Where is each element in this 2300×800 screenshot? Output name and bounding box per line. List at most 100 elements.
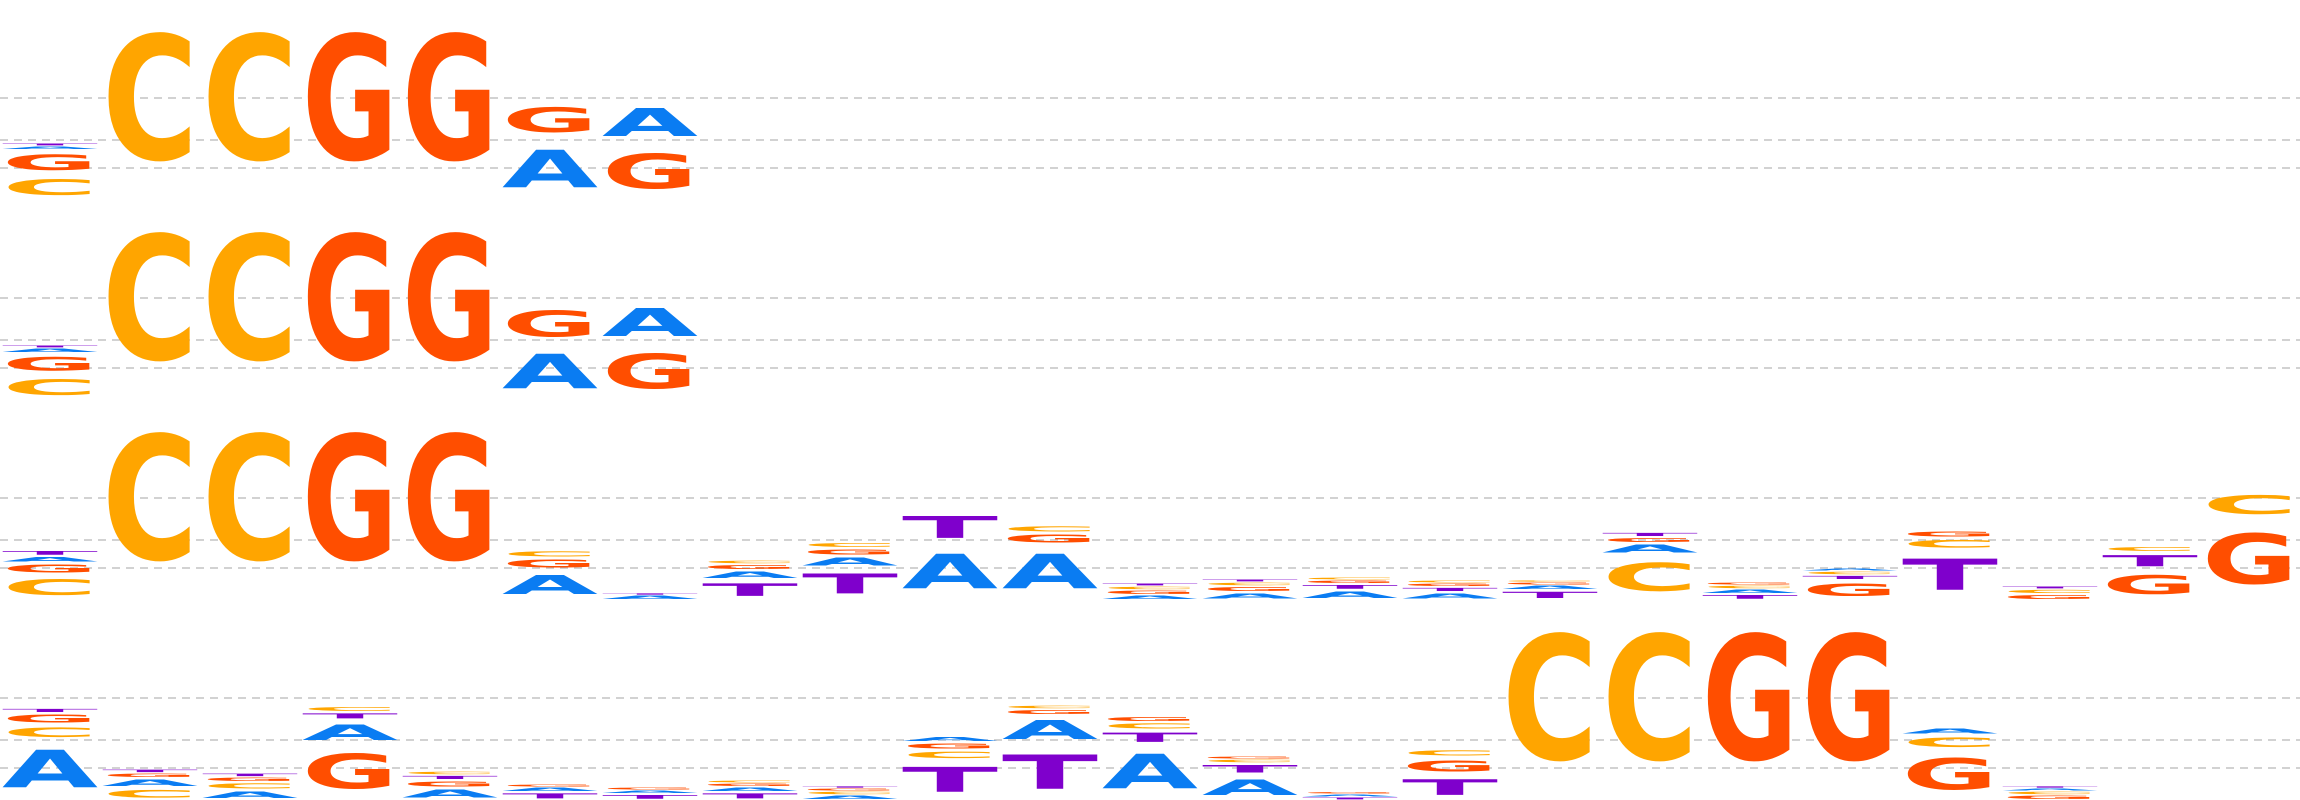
letter-C: C: [302, 706, 398, 712]
letter-T: T: [2, 345, 98, 348]
letter-G: G: [102, 773, 198, 778]
letter-G: G: [302, 200, 398, 400]
letter-C: C: [202, 201, 298, 400]
letter-T: T: [602, 593, 698, 595]
letter-A: A: [802, 795, 898, 800]
letter-A: A: [1202, 775, 1298, 800]
letter-G: G: [602, 345, 698, 400]
letter-T: T: [2, 143, 98, 146]
letter-G: G: [402, 400, 498, 600]
gridlines: [0, 97, 2300, 769]
letter-C: C: [202, 782, 298, 790]
letter-C: C: [902, 750, 998, 760]
letter-G: G: [902, 742, 998, 750]
letter-G: G: [2, 150, 98, 175]
letter-C: C: [802, 542, 898, 548]
letter-G: G: [602, 787, 698, 790]
letter-C: C: [2202, 490, 2298, 520]
letter-G: G: [2202, 520, 2298, 600]
letter-A: A: [602, 100, 698, 145]
letter-A: A: [902, 546, 999, 601]
letter-C: C: [202, 1, 298, 200]
letter-A: A: [1702, 589, 1798, 594]
letter-G: G: [302, 400, 398, 600]
letter-T: T: [102, 769, 198, 773]
letter-A: A: [602, 790, 698, 794]
letter-T: T: [302, 712, 398, 720]
letter-G: G: [802, 548, 898, 556]
letter-A: A: [602, 300, 698, 345]
letter-G: G: [302, 745, 398, 800]
letter-T: T: [1802, 575, 1898, 580]
letter-C: C: [1002, 525, 1098, 533]
letter-C: C: [2002, 589, 2098, 594]
letter-A: A: [2, 741, 98, 800]
letter-A: A: [502, 346, 599, 401]
letter-T: T: [1402, 587, 1498, 592]
letter-T: T: [1102, 730, 1198, 745]
letter-A: A: [1502, 585, 1598, 590]
letter-A: A: [502, 787, 598, 792]
letter-C: C: [702, 780, 798, 783]
letter-G: G: [702, 783, 798, 787]
letter-A: A: [902, 736, 998, 742]
letter-G: G: [1102, 716, 1198, 722]
letter-T: T: [202, 773, 298, 777]
letter-G: G: [1802, 600, 1898, 800]
letter-A: A: [2002, 788, 2098, 791]
letter-T: T: [1002, 745, 1098, 800]
letter-T: T: [1702, 594, 1798, 600]
letter-A: A: [1102, 746, 1199, 800]
letter-T: T: [1402, 775, 1498, 800]
letter-T: T: [402, 775, 498, 780]
letter-G: G: [1302, 792, 1398, 794]
letter-G: G: [1602, 537, 1698, 543]
letter-G: G: [1902, 750, 1998, 800]
letter-C: C: [1202, 582, 1298, 586]
letter-A: A: [702, 570, 798, 580]
letter-A: A: [1902, 727, 1998, 735]
letter-C: C: [1402, 749, 1498, 757]
letter-C: C: [102, 201, 198, 400]
letter-A: A: [2, 146, 98, 150]
letter-G: G: [1802, 580, 1898, 600]
letter-T: T: [1302, 797, 1398, 800]
letter-C: C: [1102, 722, 1198, 730]
letter-G: G: [1402, 583, 1498, 587]
letter-C: C: [102, 788, 198, 800]
letter-C: C: [502, 550, 598, 558]
letter-C: C: [1602, 601, 1698, 800]
letter-A: A: [302, 720, 398, 745]
letter-C: C: [1002, 705, 1098, 709]
letter-G: G: [1002, 709, 1098, 715]
letter-G: G: [1902, 530, 1998, 538]
letter-G: G: [602, 145, 698, 200]
letter-T: T: [802, 786, 898, 788]
letter-C: C: [1902, 735, 1998, 750]
letter-A: A: [802, 556, 898, 568]
letter-T: T: [702, 792, 798, 800]
letter-A: A: [2, 556, 98, 563]
letter-T: T: [1202, 763, 1298, 775]
letter-G: G: [2, 713, 98, 725]
letter-A: A: [1202, 592, 1298, 600]
letter-C: C: [2002, 791, 2098, 795]
letter-C: C: [802, 791, 898, 795]
letter-C: C: [1502, 601, 1598, 800]
letter-G: G: [2, 563, 98, 575]
letter-C: C: [1802, 571, 1898, 575]
letter-C: C: [1202, 759, 1298, 763]
letter-C: C: [1502, 580, 1598, 582]
letter-C: C: [402, 771, 498, 775]
letter-C: C: [702, 560, 798, 564]
letter-G: G: [1702, 600, 1798, 800]
letter-C: C: [1602, 555, 1698, 600]
letter-A: A: [102, 778, 198, 788]
letter-T: T: [902, 510, 998, 545]
